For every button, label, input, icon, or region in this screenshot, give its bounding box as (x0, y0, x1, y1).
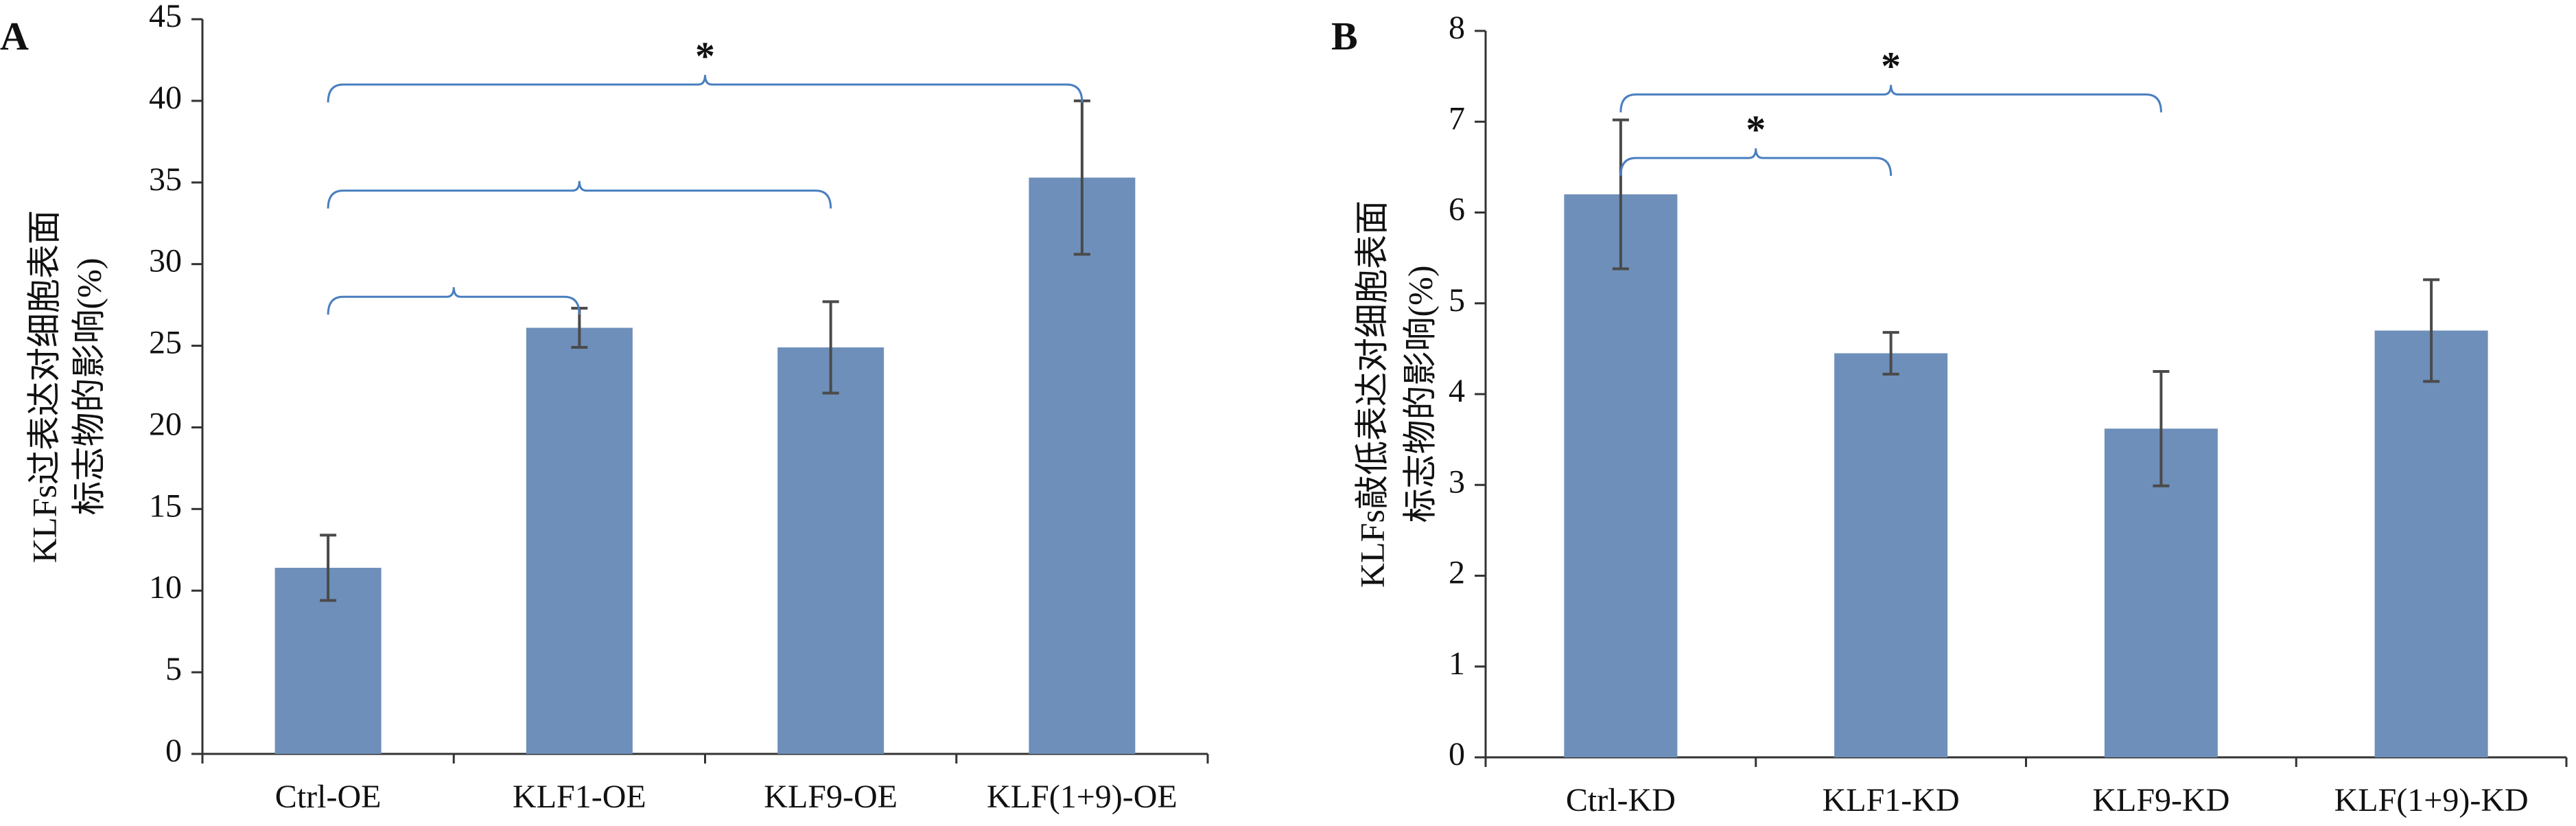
x-tick-label: KLF1-OE (513, 779, 646, 815)
x-tick-label: KLF(1+9)-OE (987, 779, 1178, 815)
y-tick-label: 7 (1449, 100, 1465, 137)
y-tick-label: 0 (1449, 736, 1465, 772)
x-tick-label: Ctrl-OE (275, 779, 382, 815)
y-tick-label: 15 (149, 487, 182, 524)
y-axis-label: KLFs敲低表达对细胞表面 (1353, 200, 1391, 588)
y-tick-label: 0 (165, 733, 182, 769)
y-tick-label: 4 (1449, 373, 1465, 409)
y-tick-label: 2 (1449, 555, 1465, 591)
y-tick-label: 3 (1449, 463, 1465, 500)
x-tick-label: KLF(1+9)-KD (2334, 782, 2529, 818)
y-tick-label: 8 (1449, 10, 1465, 46)
y-tick-label: 6 (1449, 192, 1465, 228)
significance-star: * (1881, 44, 1901, 89)
y-tick-label: 30 (149, 243, 182, 279)
panel-letter: A (0, 14, 29, 58)
y-axis-label: 标志物的影响(%) (1401, 266, 1439, 523)
x-tick-label: KLF9-OE (764, 779, 898, 815)
significance-bracket (327, 287, 581, 315)
significance-bracket (1619, 148, 1893, 176)
y-tick-label: 20 (149, 406, 182, 442)
x-tick-label: Ctrl-KD (1566, 782, 1676, 818)
bar (1834, 353, 1948, 757)
y-tick-label: 25 (149, 325, 182, 361)
y-axis-label: 标志物的影响(%) (69, 258, 108, 516)
significance-star: * (1746, 107, 1766, 152)
bar (1029, 177, 1136, 755)
bar (1564, 194, 1678, 757)
bar (2374, 330, 2488, 757)
significance-bracket (327, 181, 832, 209)
bar (526, 328, 633, 754)
y-tick-label: 5 (1449, 282, 1465, 319)
panel-b: B KLFs敲低表达对细胞表面 标志物的影响(%) 0 1 2 3 4 5 6 7 8 Ctrl-KD K… (1331, 10, 2568, 818)
y-tick-label: 5 (165, 651, 182, 687)
y-tick-label: 40 (149, 80, 182, 116)
panel-a: A KLFs过表达对细胞表面 标志物的影响(%) 0 5 10 15 20 25 30 35 40 45… (0, 0, 1209, 815)
y-tick-label: 45 (149, 0, 182, 34)
significance-star: * (695, 34, 715, 78)
panel-letter: B (1331, 14, 1358, 58)
y-axis-label: KLFs过表达对细胞表面 (25, 210, 63, 563)
y-tick-label: 35 (149, 161, 182, 198)
significance-bracket (1619, 84, 2162, 113)
x-tick-label: KLF9-KD (2092, 782, 2229, 818)
bar (777, 347, 885, 754)
x-tick-label: KLF1-KD (1823, 782, 1960, 818)
y-tick-label: 1 (1449, 645, 1465, 682)
y-tick-label: 10 (149, 569, 182, 606)
significance-bracket (327, 75, 1084, 103)
